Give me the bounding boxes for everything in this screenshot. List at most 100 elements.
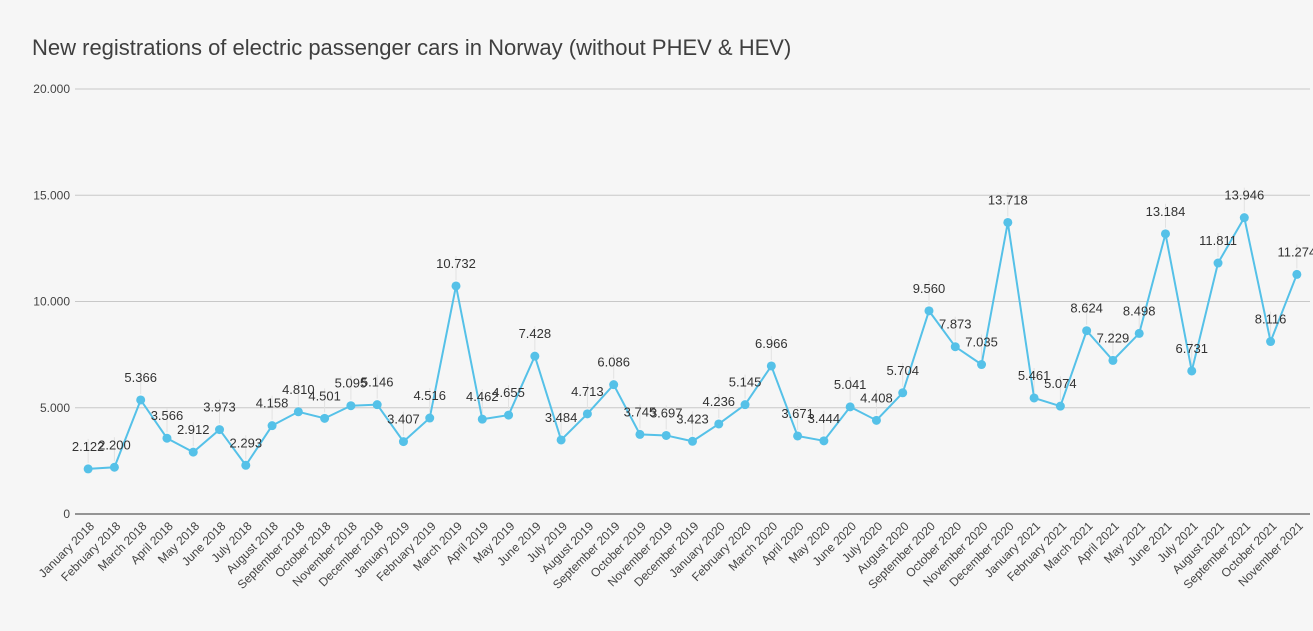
- data-label: 7.428: [519, 326, 552, 341]
- data-point: [582, 409, 592, 419]
- chart-title: New registrations of electric passenger …: [32, 35, 791, 60]
- data-point: [609, 380, 619, 390]
- data-point: [950, 342, 960, 352]
- y-tick-label: 5.000: [40, 401, 70, 415]
- data-label: 8.498: [1123, 303, 1156, 318]
- data-label: 3.973: [203, 400, 236, 415]
- data-point: [136, 395, 146, 405]
- data-label: 2.293: [230, 435, 263, 450]
- data-point: [1055, 401, 1065, 411]
- data-label: 5.145: [729, 375, 762, 390]
- data-point: [241, 460, 251, 470]
- y-tick-label: 20.000: [33, 82, 70, 96]
- data-point: [162, 433, 172, 443]
- data-point: [661, 430, 671, 440]
- data-label: 4.501: [308, 388, 341, 403]
- data-point: [215, 425, 225, 435]
- data-point: [924, 306, 934, 316]
- data-label: 3.444: [808, 411, 841, 426]
- data-label: 5.366: [124, 370, 157, 385]
- data-label: 5.461: [1018, 368, 1051, 383]
- data-point: [1029, 393, 1039, 403]
- data-point: [267, 421, 277, 431]
- data-label: 13.184: [1146, 204, 1186, 219]
- data-label: 5.041: [834, 377, 867, 392]
- data-point: [793, 431, 803, 441]
- data-point: [1108, 355, 1118, 365]
- data-point: [688, 436, 697, 446]
- data-point: [83, 464, 93, 474]
- y-tick-label: 10.000: [33, 295, 70, 309]
- data-label: 7.035: [965, 335, 998, 350]
- data-point: [1134, 328, 1144, 338]
- data-point: [556, 435, 566, 445]
- data-point: [1003, 217, 1013, 227]
- data-point: [977, 360, 987, 370]
- data-label: 3.484: [545, 410, 578, 425]
- data-label: 4.462: [466, 389, 499, 404]
- data-label: 13.718: [988, 192, 1028, 207]
- data-point: [372, 400, 382, 410]
- data-label: 8.624: [1070, 301, 1103, 316]
- data-label: 4.408: [860, 390, 893, 405]
- data-point: [714, 419, 724, 429]
- data-label: 3.745: [624, 404, 657, 419]
- data-label: 2.122: [72, 439, 105, 454]
- data-label: 2.200: [98, 437, 131, 452]
- data-label: 3.423: [676, 411, 709, 426]
- data-label: 7.229: [1097, 330, 1130, 345]
- data-label: 6.966: [755, 336, 788, 351]
- data-label: 6.731: [1175, 341, 1208, 356]
- data-label: 8.116: [1255, 312, 1287, 327]
- data-point: [635, 429, 645, 439]
- data-point: [346, 401, 356, 411]
- data-label: 13.946: [1224, 188, 1264, 203]
- data-point: [819, 436, 829, 446]
- data-label: 2.912: [177, 422, 210, 437]
- data-point: [1213, 258, 1223, 268]
- data-point: [1160, 229, 1170, 239]
- data-point: [398, 437, 408, 447]
- data-point: [477, 414, 487, 424]
- data-point: [1239, 213, 1249, 223]
- data-label: 4.810: [282, 382, 315, 397]
- data-point: [451, 281, 461, 291]
- data-label: 11.274: [1277, 244, 1313, 259]
- data-point: [293, 407, 303, 417]
- data-point: [871, 415, 881, 425]
- data-point: [504, 410, 514, 420]
- data-label: 3.697: [650, 405, 683, 420]
- data-point: [1187, 366, 1197, 376]
- data-label: 3.407: [387, 412, 420, 427]
- data-point: [1292, 269, 1302, 279]
- gridlines: [75, 88, 1310, 515]
- data-label: 4.655: [492, 385, 525, 400]
- data-label: 6.086: [597, 355, 630, 370]
- data-label: 9.560: [913, 281, 946, 296]
- data-point: [898, 388, 908, 398]
- data-point: [740, 400, 750, 410]
- data-label: 10.732: [436, 256, 476, 271]
- data-label: 3.671: [781, 406, 814, 421]
- data-point: [188, 447, 198, 457]
- data-point: [530, 351, 540, 361]
- data-point: [109, 462, 119, 472]
- data-label: 5.704: [886, 363, 919, 378]
- data-label: 11.811: [1199, 233, 1237, 248]
- data-label: 4.516: [413, 388, 446, 403]
- data-point: [425, 413, 435, 423]
- data-label: 5.074: [1044, 376, 1077, 391]
- data-point: [1082, 326, 1092, 336]
- data-point: [766, 361, 776, 371]
- data-point: [845, 402, 855, 412]
- data-label: 3.566: [151, 408, 184, 423]
- data-point: [320, 413, 330, 423]
- y-tick-label: 15.000: [33, 188, 70, 202]
- y-axis: 0 5.000 10.000 15.000 20.000: [33, 82, 70, 521]
- data-label: 5.146: [361, 375, 394, 390]
- data-label: 5.095: [335, 376, 368, 391]
- data-label: 7.873: [939, 317, 972, 332]
